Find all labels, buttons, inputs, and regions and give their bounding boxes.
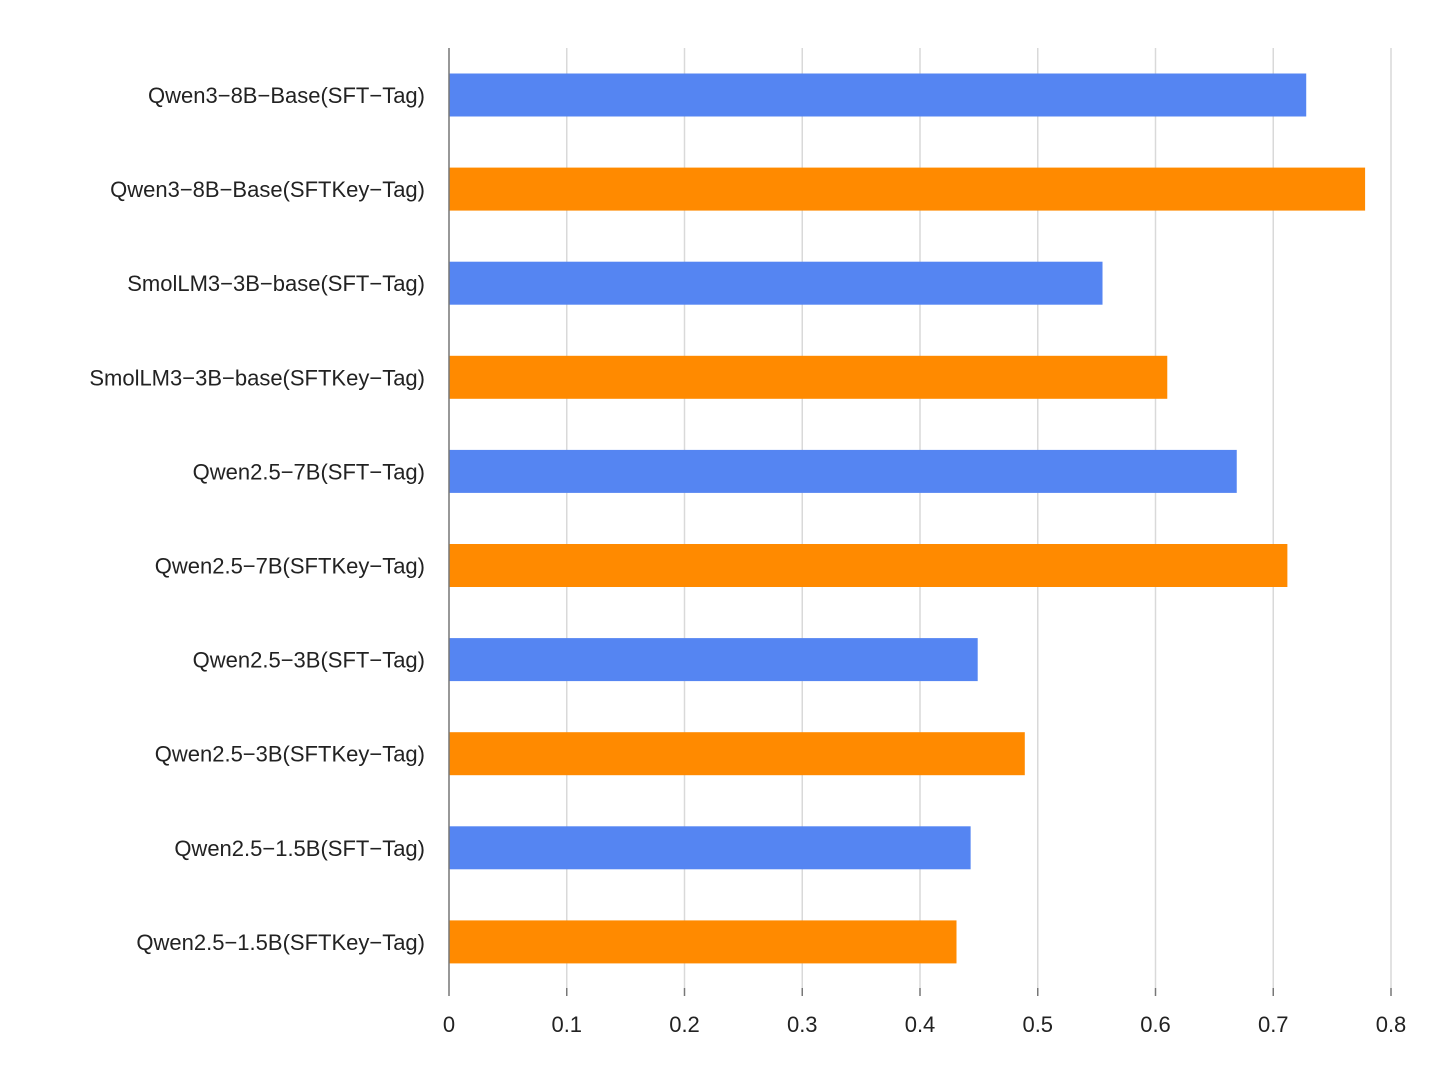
category-label: SmolLM3−3B−base(SFT−Tag): [127, 271, 425, 296]
category-label: Qwen2.5−1.5B(SFT−Tag): [174, 836, 425, 861]
x-tick-label: 0: [443, 1012, 455, 1037]
axes: [448, 48, 1392, 996]
category-label: Qwen3−8B−Base(SFT−Tag): [148, 83, 425, 108]
bar: [449, 732, 1025, 776]
bar: [449, 920, 957, 964]
category-label: Qwen3−8B−Base(SFTKey−Tag): [110, 177, 425, 202]
bar: [449, 167, 1366, 211]
bar: [449, 826, 971, 870]
category-label: SmolLM3−3B−base(SFTKey−Tag): [89, 365, 425, 390]
x-tick-label: 0.2: [669, 1012, 700, 1037]
labels: 0 0.1 0.2 0.3 0.4 0.5 0.6 0.7 0.8 Qwen3−8B−Base(S…: [89, 83, 1406, 1037]
x-tick-label: 0.3: [787, 1012, 818, 1037]
category-label: Qwen2.5−3B(SFTKey−Tag): [155, 742, 425, 767]
bar: [449, 544, 1288, 587]
bar: [449, 449, 1237, 493]
x-tick-label: 0.4: [905, 1012, 936, 1037]
category-label: Qwen2.5−7B(SFT−Tag): [193, 459, 425, 484]
bar: [449, 638, 978, 682]
category-label: Qwen2.5−3B(SFT−Tag): [193, 648, 425, 673]
category-label: Qwen2.5−7B(SFTKey−Tag): [155, 554, 425, 579]
bar: [449, 261, 1103, 305]
bars: [449, 73, 1366, 964]
x-tick-label: 0.7: [1258, 1012, 1289, 1037]
x-tick-label: 0.8: [1376, 1012, 1407, 1037]
bar: [449, 355, 1168, 399]
x-tick-label: 0.6: [1140, 1012, 1171, 1037]
x-tick-label: 0.1: [551, 1012, 582, 1037]
category-label: Qwen2.5−1.5B(SFTKey−Tag): [136, 930, 425, 955]
x-tick-label: 0.5: [1022, 1012, 1053, 1037]
bar: [449, 73, 1307, 117]
